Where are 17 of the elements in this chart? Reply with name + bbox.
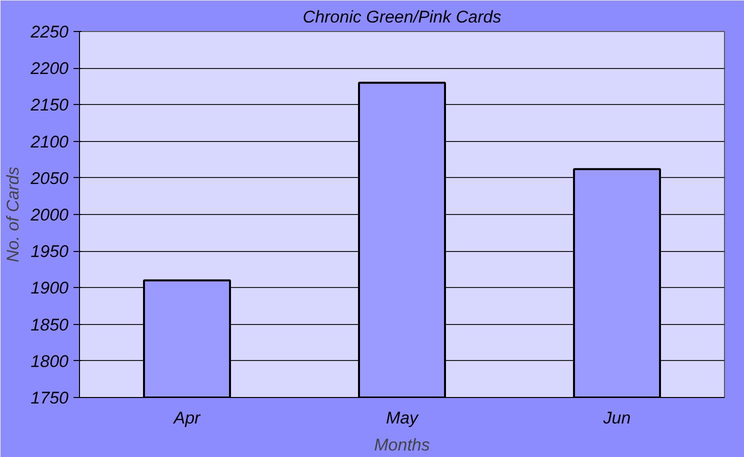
chart-title: Chronic Green/Pink Cards	[302, 8, 502, 26]
y-tick-label: 2200	[30, 59, 70, 78]
x-tick-label: Apr	[172, 408, 202, 428]
y-tick-label: 2050	[30, 168, 70, 188]
y-axis-title: No. of Cards	[4, 166, 23, 262]
y-tick-label: 1800	[30, 352, 70, 371]
y-tick-label: 1850	[30, 315, 70, 334]
y-tick-label: 2000	[30, 206, 70, 224]
y-tick-label: 1750	[30, 388, 70, 408]
x-axis-title: Months	[374, 436, 430, 454]
y-tick-label: 2250	[30, 22, 70, 42]
y-tick-label: 2150	[30, 96, 70, 115]
x-tick-label: May	[386, 408, 420, 428]
y-tick-label: 1950	[30, 242, 70, 262]
y-tick-label: 1900	[30, 278, 70, 298]
x-tick-label: Jun	[602, 408, 631, 428]
y-tick-label: 2100	[30, 132, 70, 152]
